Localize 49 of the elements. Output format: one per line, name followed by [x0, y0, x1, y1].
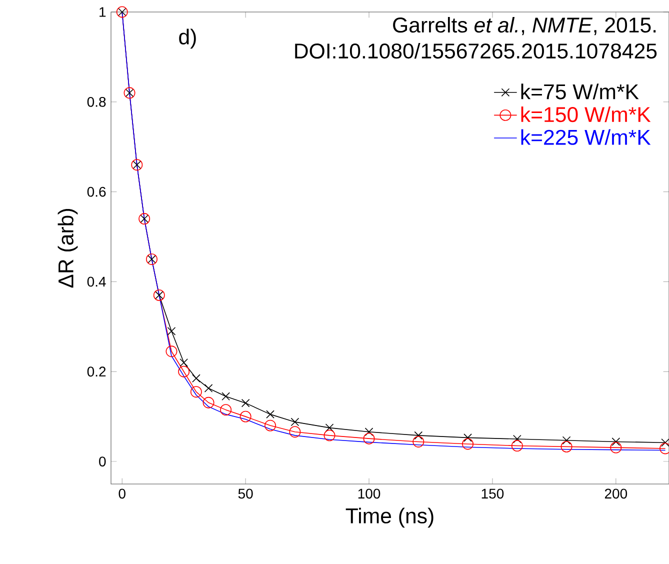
point — [414, 431, 423, 440]
y-axis-title: ΔR (arb) — [58, 209, 78, 288]
point — [661, 438, 669, 447]
point — [266, 410, 274, 418]
x-tick-label: 200 — [604, 488, 628, 499]
x-axis-title: Time (ns) — [346, 508, 434, 528]
point — [167, 326, 176, 336]
point — [192, 374, 200, 383]
point — [289, 426, 301, 438]
point — [612, 438, 620, 446]
point — [412, 436, 424, 448]
point — [240, 410, 252, 422]
y-tick-label: 1 — [100, 7, 106, 17]
annotation: Garrelts et al., NMTE, 2015. — [393, 16, 656, 36]
x-tick-label: 150 — [482, 488, 504, 499]
x-tick-label: 0 — [118, 488, 126, 499]
legend-label: k=225 W/m*K — [521, 129, 651, 145]
point — [363, 432, 375, 444]
point — [562, 436, 571, 445]
y-tick-label: 0.8 — [87, 96, 106, 107]
point — [610, 442, 622, 454]
x-tick-label: 100 — [358, 488, 380, 499]
point — [290, 418, 300, 426]
point — [222, 392, 230, 401]
annotation: d) — [179, 28, 196, 49]
point — [464, 434, 472, 442]
point — [204, 384, 213, 392]
point — [202, 396, 214, 408]
legend-label: k=75 W/m*K — [521, 84, 639, 100]
point — [241, 398, 250, 408]
y-tick-label: 0.4 — [87, 276, 106, 287]
point — [190, 386, 202, 398]
point — [220, 404, 232, 416]
y-tick-label: 0 — [99, 456, 106, 466]
point — [462, 438, 474, 450]
y-tick-label: 0.2 — [87, 366, 106, 377]
point — [166, 346, 178, 358]
point — [324, 430, 336, 442]
point — [364, 428, 374, 436]
x-tick-label: 50 — [238, 488, 253, 499]
legend-label: k=150 W/m*K — [521, 106, 651, 122]
y-tick-label: 0.6 — [87, 186, 106, 197]
annotation: DOI:10.1080/15567265.2015.1078425 — [295, 42, 657, 59]
point — [180, 358, 188, 367]
point — [511, 440, 523, 452]
point — [264, 420, 276, 432]
point — [560, 440, 572, 452]
point — [512, 434, 522, 444]
point — [178, 366, 190, 378]
